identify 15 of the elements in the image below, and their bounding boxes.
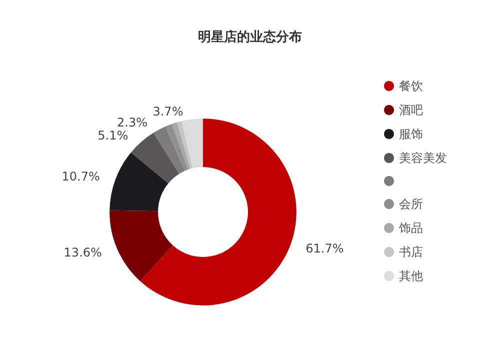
- legend-label: 酒吧: [399, 103, 423, 117]
- legend-label: 书店: [399, 245, 423, 259]
- legend-label: 餐饮: [399, 79, 423, 93]
- data-label: 13.6%: [64, 245, 102, 260]
- chart-title: 明星店的业态分布: [198, 29, 302, 45]
- legend-label: 服饰: [399, 127, 423, 141]
- data-label: 2.3%: [117, 115, 148, 130]
- legend-label: 饰品: [398, 221, 423, 235]
- legend-label: 会所: [399, 197, 423, 211]
- data-label: 3.7%: [152, 104, 184, 118]
- data-label: 5.1%: [98, 128, 128, 143]
- legend-label: 其他: [399, 269, 423, 283]
- data-label: 61.7%: [306, 241, 344, 256]
- data-label: 10.7%: [62, 170, 100, 184]
- legend-label: 美容美发: [399, 151, 447, 165]
